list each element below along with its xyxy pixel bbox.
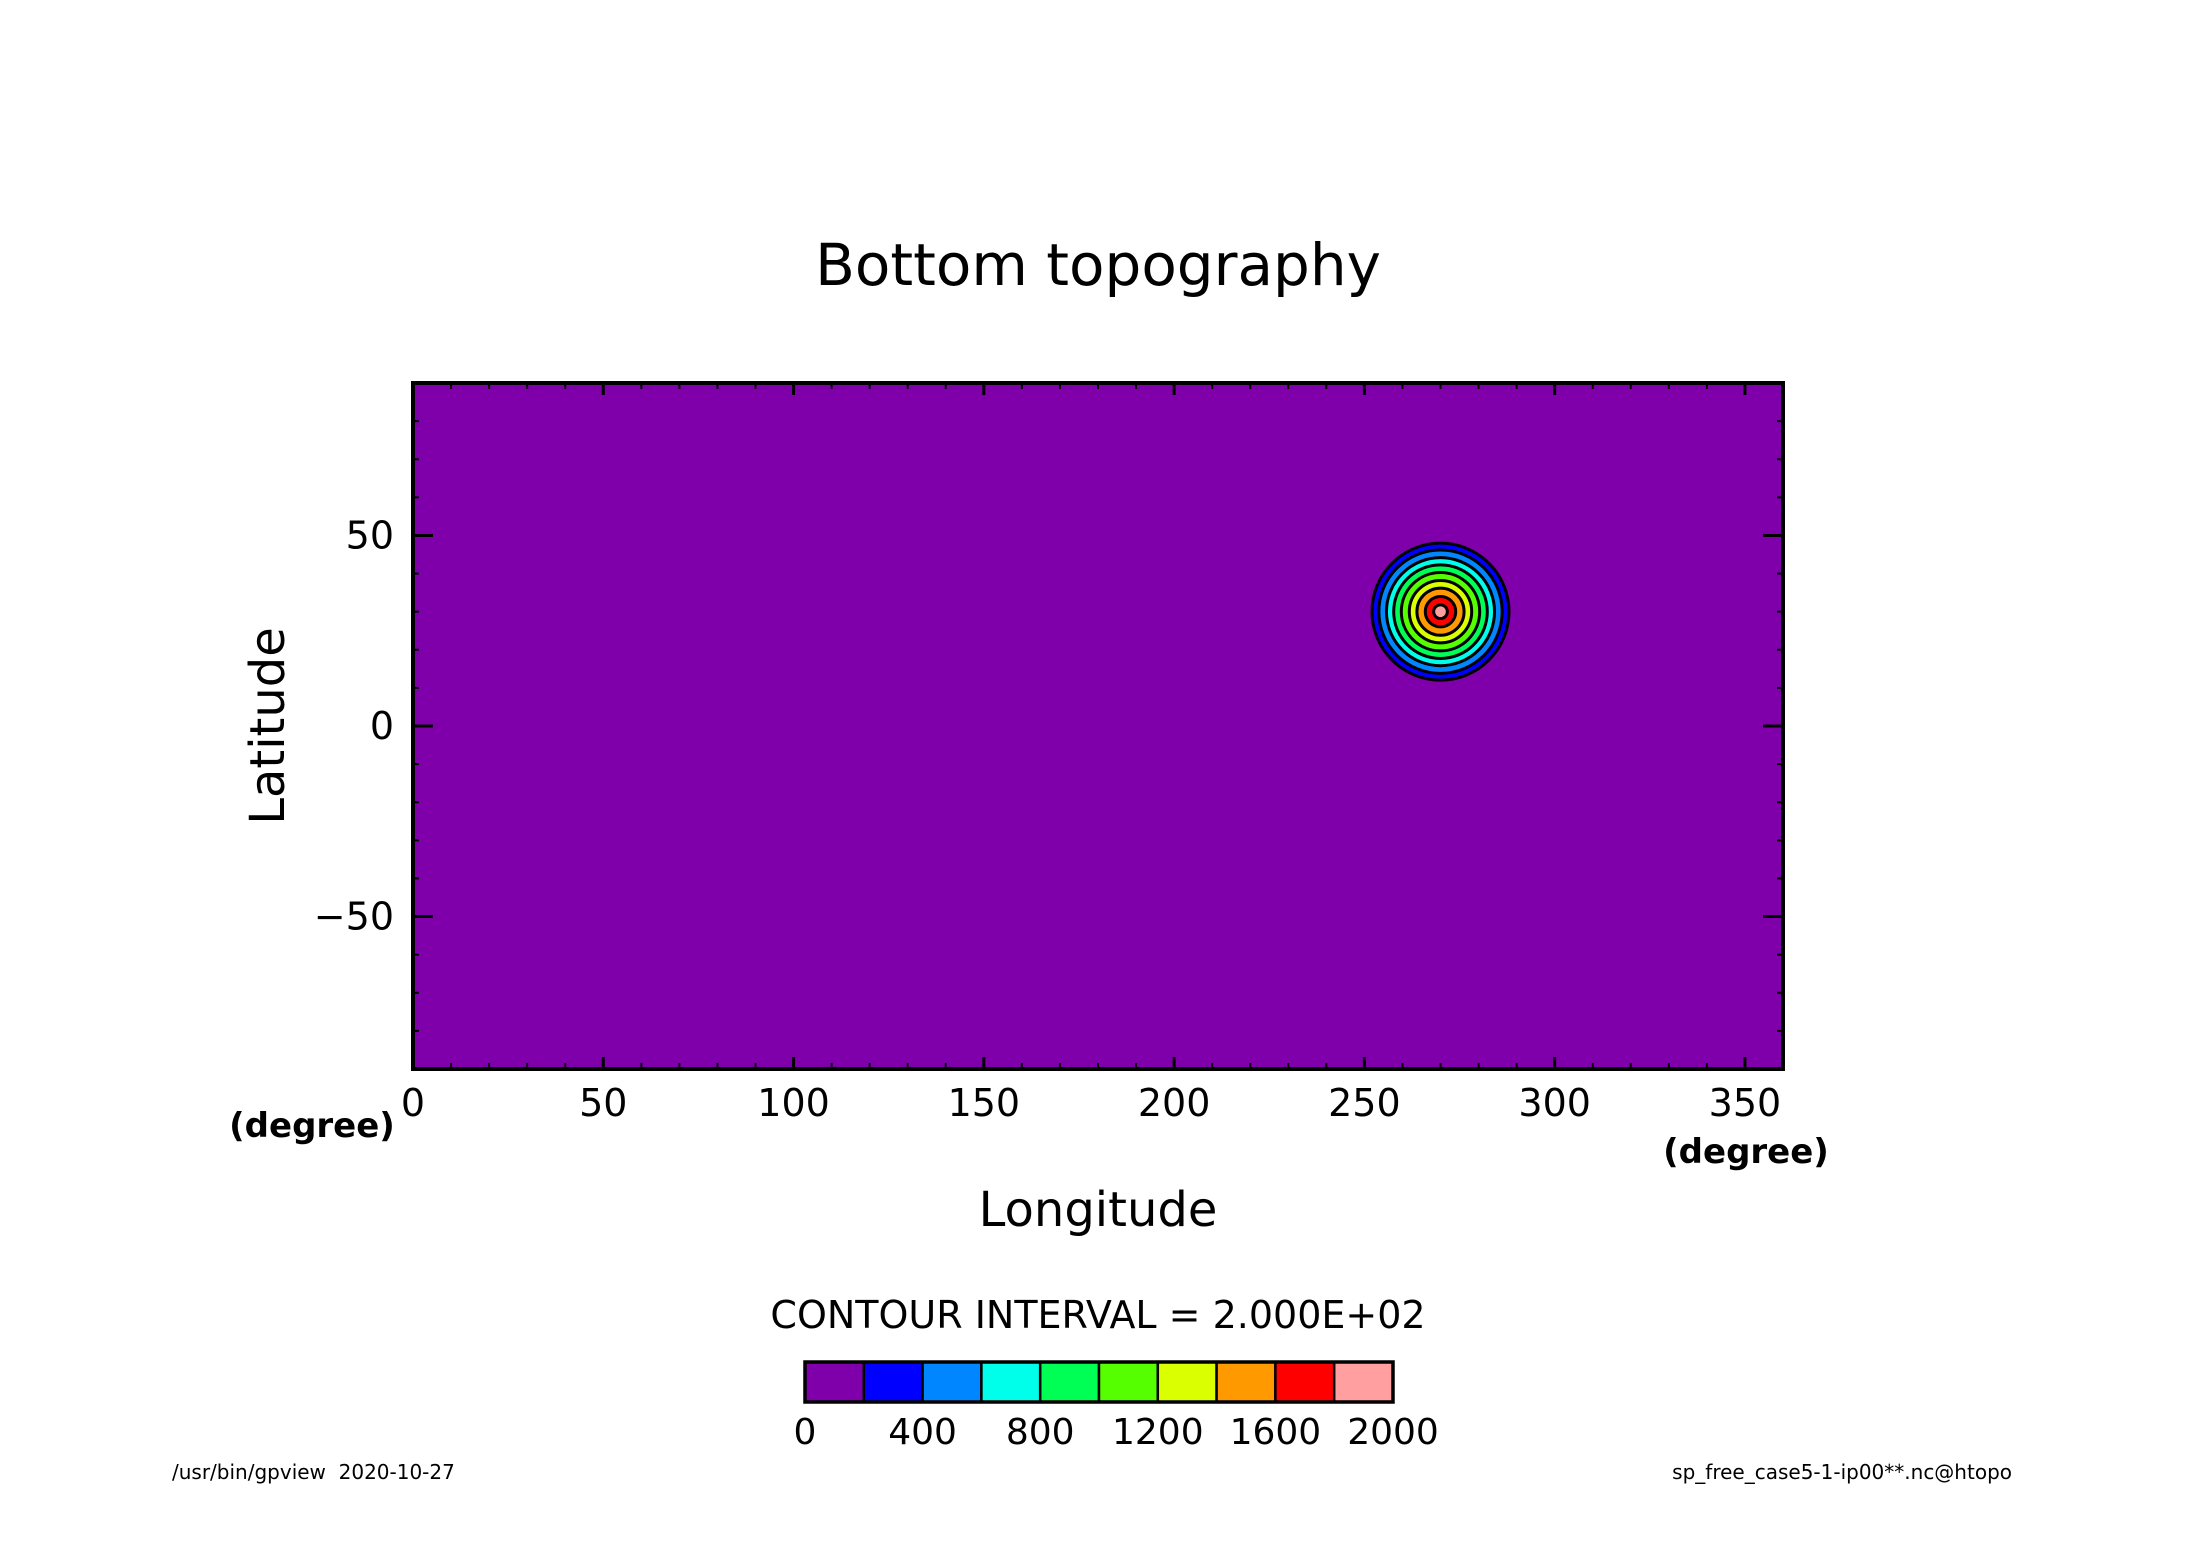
x-tick-label: 0 [401,1081,425,1125]
footer-right: sp_free_case5-1-ip00**.nc@htopo [1672,1460,2012,1484]
colorbar-tick-label: 2000 [1347,1412,1439,1453]
contour-group [1370,541,1511,682]
footer-left: /usr/bin/gpview 2020-10-27 [172,1460,455,1484]
contour-interval-label: CONTOUR INTERVAL = 2.000E+02 [770,1293,1425,1337]
y-tick-label: 0 [370,704,394,748]
x-tick-label: 150 [948,1081,1021,1125]
x-tick-label: 200 [1138,1081,1211,1125]
colorbar-tick-label: 400 [888,1412,957,1453]
x-tick-label: 350 [1709,1081,1782,1125]
y-tick-label: 50 [346,513,394,557]
chart-title: Bottom topography [815,231,1381,299]
plot-frame [411,381,1785,1071]
tick-labels: 0 50 100 150 200 250 300 350 −50 0 50 [314,513,1781,1125]
colorbar-tick-label: 800 [1006,1412,1075,1453]
colorbar-frame [803,1360,1395,1404]
colorbar-swatch [862,1360,924,1404]
x-tick-label: 250 [1328,1081,1401,1125]
colorbar-swatch [1332,1360,1395,1404]
contour-level-1800 [1432,603,1449,621]
y-unit-label: (degree) [229,1106,395,1146]
y-tick-label: −50 [314,895,394,939]
x-tick-label: 50 [579,1081,627,1125]
colorbar-swatch [980,1360,1042,1404]
colorbar-swatch [1097,1360,1160,1404]
x-tick-label: 300 [1518,1081,1591,1125]
colorbar-swatch [1215,1360,1277,1404]
x-unit-label: (degree) [1663,1132,1829,1172]
x-tick-label: 100 [757,1081,830,1125]
colorbar-tick-label: 1600 [1230,1412,1322,1453]
colorbar-tick-label: 1200 [1112,1412,1204,1453]
colorbar-swatch [921,1360,983,1404]
colorbar-swatch [1274,1360,1336,1404]
colorbar-swatch [1038,1360,1101,1404]
y-axis-label: Latitude [240,627,296,825]
colorbar-tick-label: 0 [794,1412,817,1453]
colorbar: 0 400 800 1200 1600 2000 [794,1360,1439,1453]
colorbar-swatch [803,1360,866,1404]
colorbar-swatch [1156,1360,1218,1404]
x-axis-label: Longitude [979,1182,1218,1238]
plot-area [413,383,1783,1069]
